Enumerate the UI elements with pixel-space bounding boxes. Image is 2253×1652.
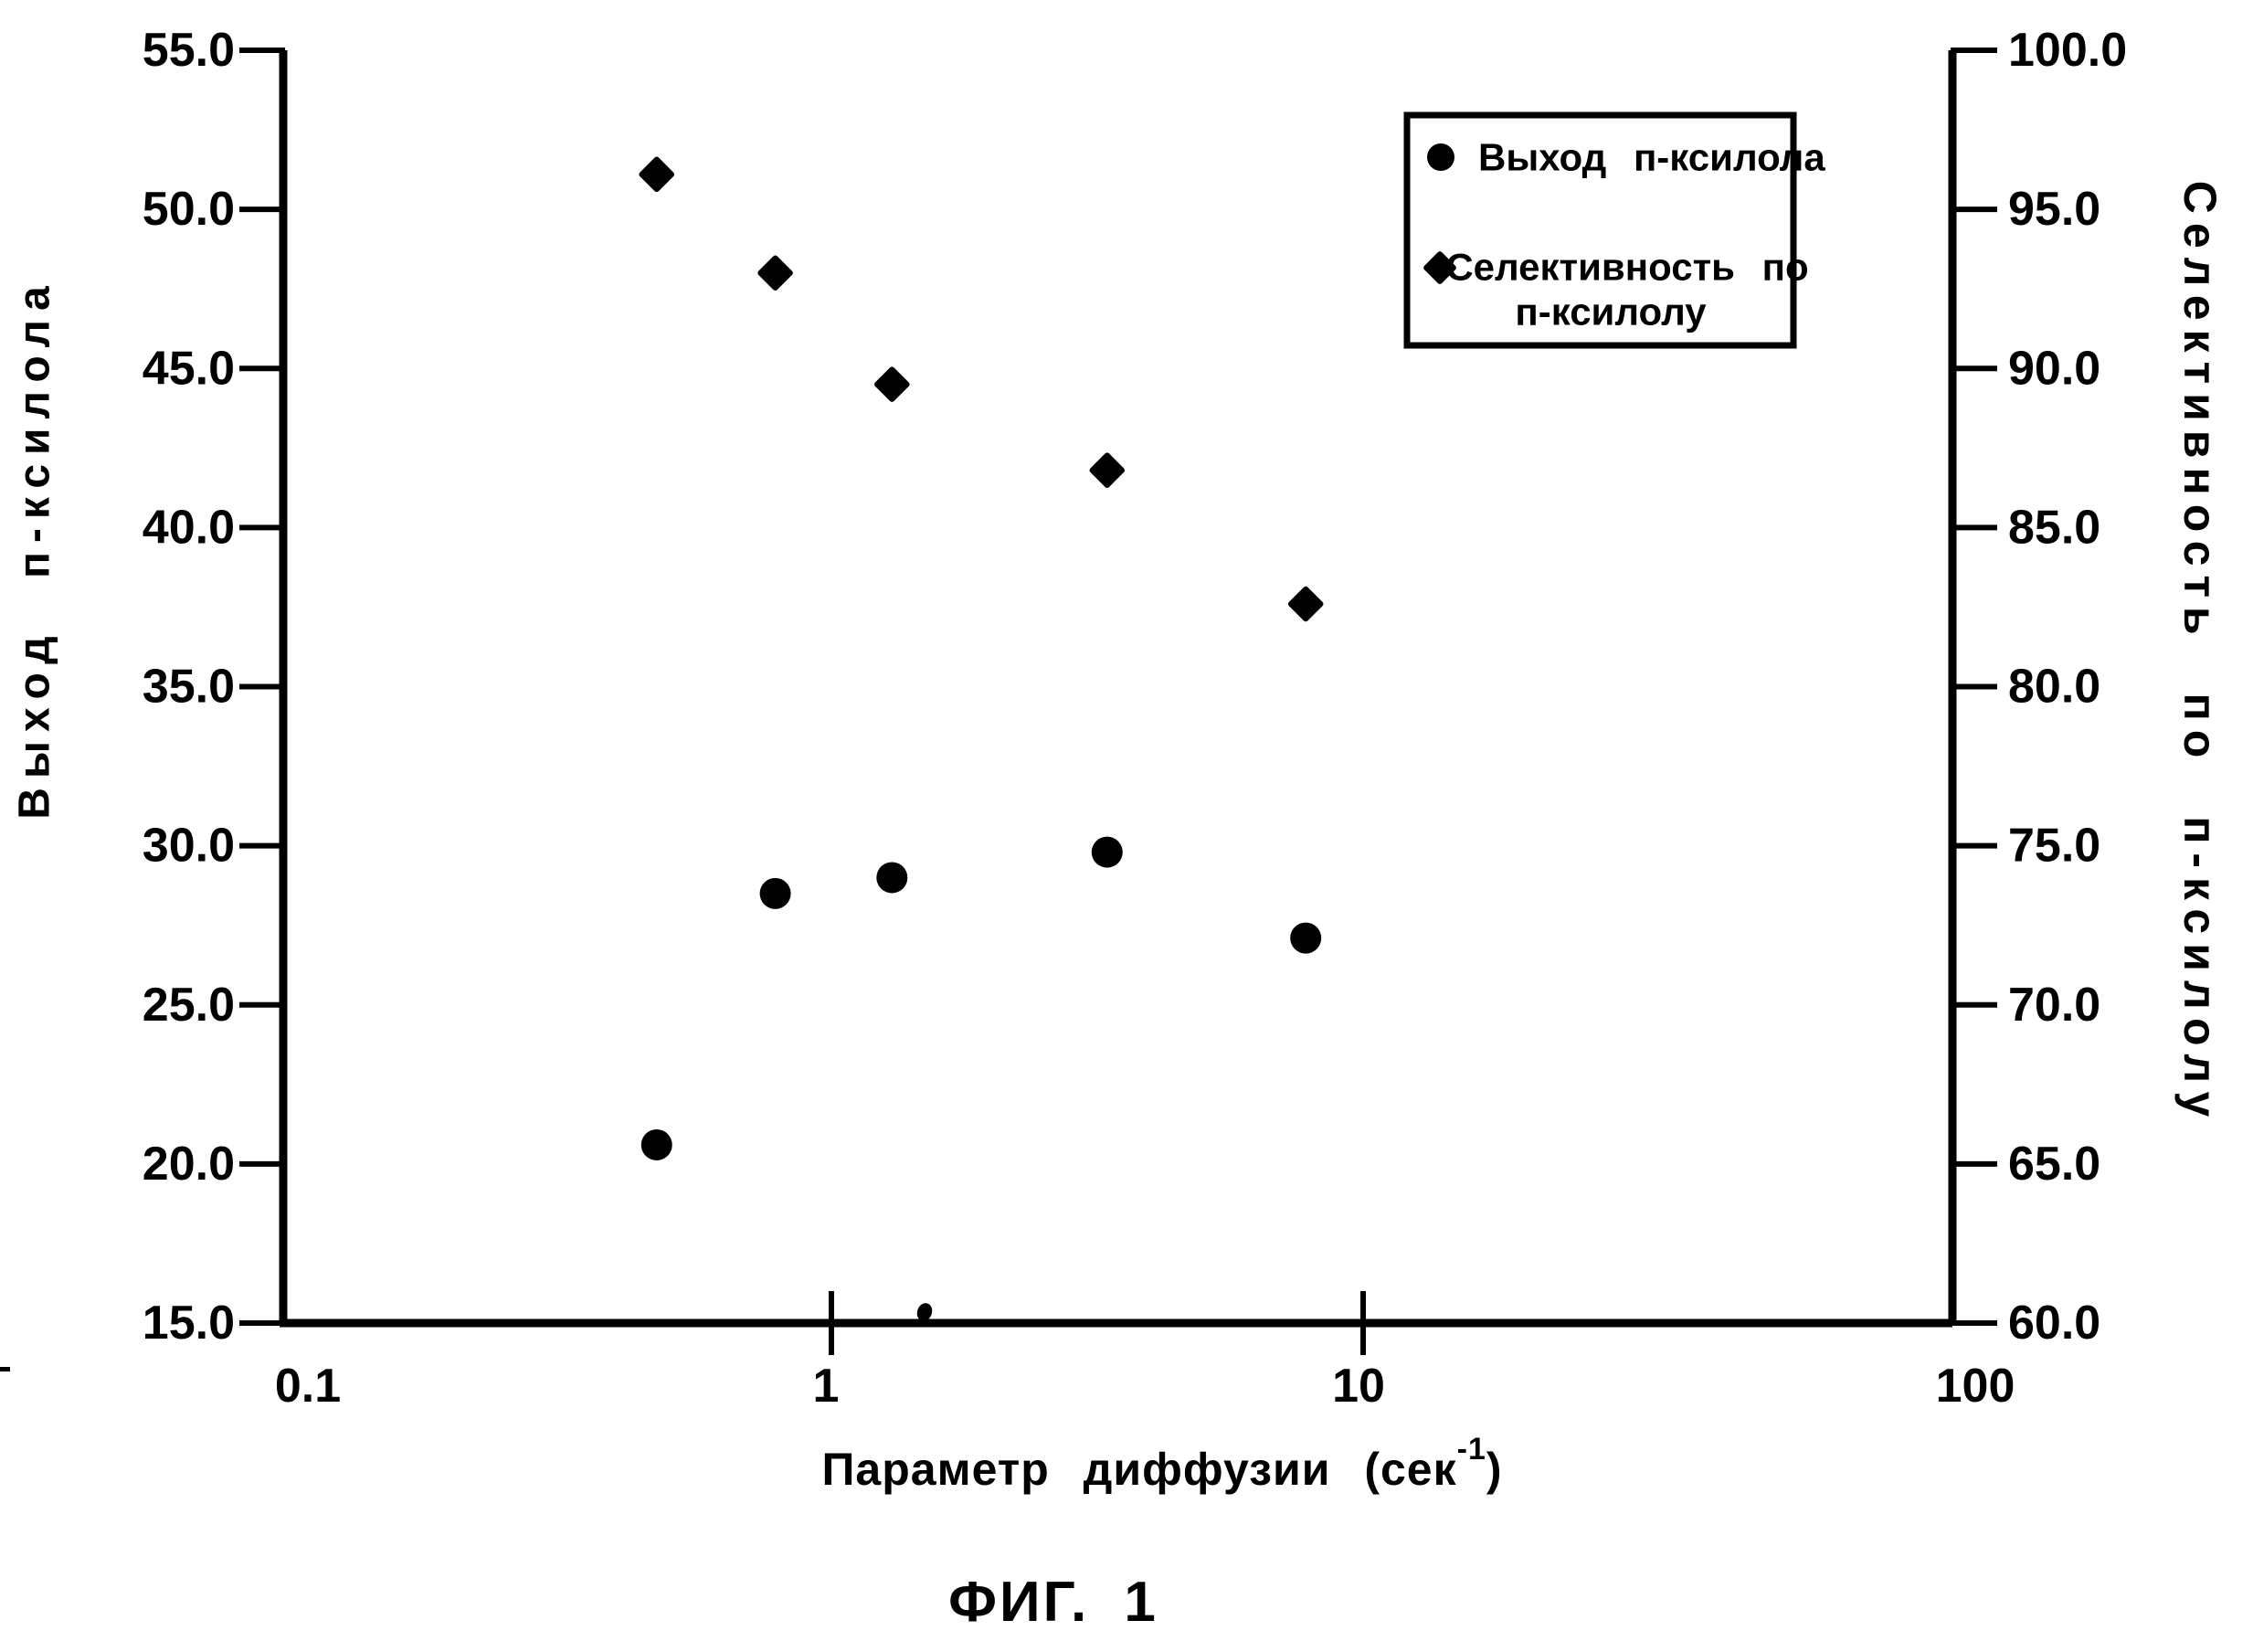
- selectivity-point: [1089, 452, 1126, 488]
- yield-point: [1091, 836, 1123, 868]
- legend-box: [1403, 111, 1797, 349]
- y-left-tick-label: 25.0: [143, 979, 235, 1032]
- figure-caption: ФИГ. 1: [948, 1571, 1158, 1634]
- y-left-tick-label: 55.0: [143, 24, 235, 77]
- selectivity-point: [639, 156, 675, 193]
- y-right-tick-label: 70.0: [2008, 979, 2100, 1032]
- y-left-tick-label: 40.0: [143, 501, 235, 554]
- scan-artifact: [0, 1367, 10, 1371]
- x-axis-title: Параметр диффузии (сек-1): [821, 1432, 1502, 1495]
- y-right-tick-label: 85.0: [2008, 501, 2100, 554]
- y-left-tick-label: 20.0: [143, 1138, 235, 1191]
- legend-item-label: Выход п-ксилола: [1478, 136, 1825, 179]
- selectivity-point: [874, 366, 910, 402]
- yield-point: [640, 1128, 672, 1160]
- y-right-tick-label: 75.0: [2008, 820, 2100, 873]
- scan-artifact: [916, 1303, 933, 1321]
- y-left-tick-label: 15.0: [143, 1297, 235, 1350]
- x-tick-label: 100: [1936, 1360, 2015, 1413]
- selectivity-point: [757, 255, 793, 291]
- yield-point: [1290, 922, 1322, 954]
- y-left-tick-label: 35.0: [143, 661, 235, 714]
- yield-point: [876, 862, 908, 894]
- y-right-tick-label: 100.0: [2008, 24, 2127, 77]
- y-left-tick-label: 45.0: [143, 342, 235, 395]
- y-left-tick-label: 30.0: [143, 820, 235, 873]
- x-tick-label: 10: [1332, 1360, 1385, 1413]
- legend-circle-icon: [1427, 143, 1454, 171]
- y-left-axis-title: Выход п-ксилола: [11, 277, 59, 819]
- y-right-tick-label: 65.0: [2008, 1138, 2100, 1191]
- x-tick-label: 1: [813, 1360, 840, 1413]
- legend-item-label: п-ксилолу: [1515, 291, 1707, 334]
- y-right-axis-title: Селективность по п-ксилолу: [2174, 181, 2226, 1127]
- yield-point: [759, 877, 791, 909]
- legend-item-label: Селективность по: [1445, 246, 1808, 289]
- y-right-tick-label: 90.0: [2008, 342, 2100, 395]
- selectivity-point: [1287, 586, 1324, 622]
- x-tick-label: 0.1: [275, 1360, 341, 1413]
- y-right-tick-label: 95.0: [2008, 183, 2100, 236]
- y-right-tick-label: 60.0: [2008, 1297, 2100, 1350]
- legend-diamond-icon: [1423, 251, 1456, 284]
- y-left-tick-label: 50.0: [143, 183, 235, 236]
- y-right-tick-label: 80.0: [2008, 661, 2100, 714]
